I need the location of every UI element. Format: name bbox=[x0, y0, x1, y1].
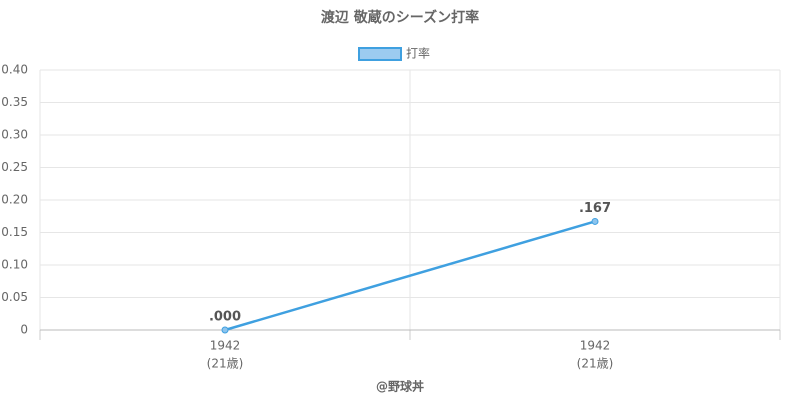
legend-swatch bbox=[358, 47, 402, 61]
x-tick-label: 1942 bbox=[210, 339, 241, 353]
y-tick-label: 0.30 bbox=[1, 128, 28, 142]
y-tick-label: 0.35 bbox=[1, 95, 28, 109]
y-tick-label: 0 bbox=[20, 323, 28, 337]
y-tick-label: 0.25 bbox=[1, 160, 28, 174]
legend-label: 打率 bbox=[406, 46, 430, 61]
y-tick-label: 0.05 bbox=[1, 290, 28, 304]
y-tick-label: 0.15 bbox=[1, 225, 28, 239]
x-tick-label: 1942 bbox=[580, 339, 611, 353]
series-line bbox=[224, 220, 596, 332]
y-tick-label: 0.10 bbox=[1, 258, 28, 272]
data-point bbox=[591, 217, 599, 225]
data-label: .167 bbox=[579, 201, 611, 216]
data-label: .000 bbox=[209, 310, 241, 325]
credit: @野球丼 bbox=[376, 379, 424, 394]
data-point bbox=[221, 326, 229, 334]
y-tick-label: 0.40 bbox=[1, 63, 28, 77]
chart-title: 渡辺 敬蔵のシーズン打率 bbox=[321, 9, 479, 26]
x-tick-sublabel: (21歳) bbox=[207, 357, 244, 371]
x-tick-sublabel: (21歳) bbox=[577, 357, 614, 371]
y-tick-label: 0.20 bbox=[1, 193, 28, 207]
